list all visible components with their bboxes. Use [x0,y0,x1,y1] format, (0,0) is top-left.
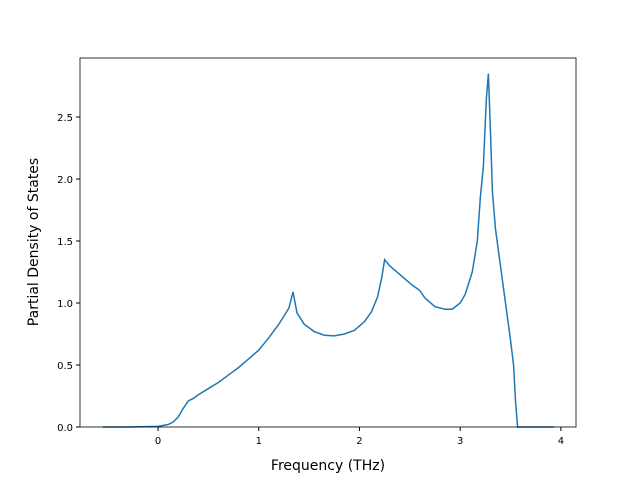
y-axis-label: Partial Density of States [26,158,42,326]
x-tick-label: 2 [356,436,362,447]
plot-frame [79,57,577,428]
x-tick-label: 1 [256,436,262,447]
y-tick-label: 0.0 [57,423,73,434]
y-tick-label: 1.5 [57,237,73,248]
y-tick-label: 0.5 [57,361,73,372]
x-tick-label: 0 [155,436,161,447]
y-tick-label: 2.0 [57,175,73,186]
data-line [102,73,554,428]
x-axis-label: Frequency (THz) [271,458,385,474]
y-tick-label: 2.5 [57,113,73,124]
x-tick-label: 4 [558,436,564,447]
x-tick-label: 3 [457,436,463,447]
y-tick-label: 1.0 [57,299,73,310]
